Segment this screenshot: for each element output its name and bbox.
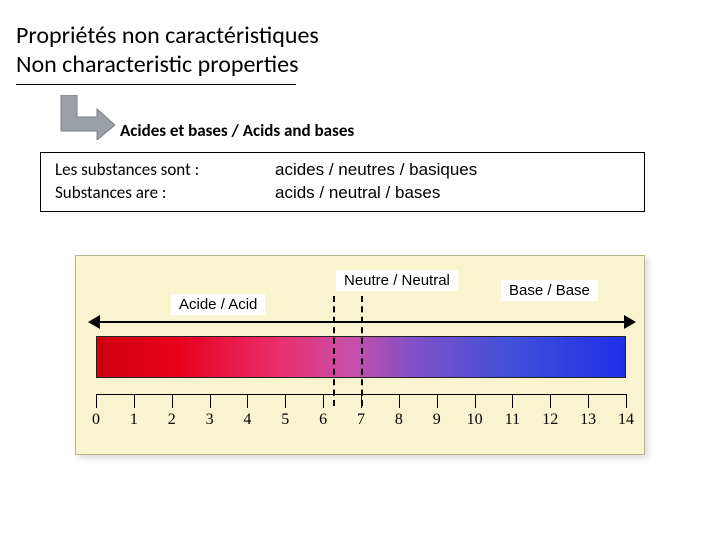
tick-mark: [96, 394, 97, 408]
tick-mark: [475, 394, 476, 408]
title-underline: [16, 84, 296, 85]
tick-mark: [437, 394, 438, 408]
box-value-en: acids / neutral / bases: [275, 182, 630, 205]
tick-mark: [512, 394, 513, 408]
tick-label: 12: [542, 411, 558, 429]
tick-mark: [285, 394, 286, 408]
label-acid: Acide / Acid: [171, 294, 265, 315]
substances-box: Les substances sont : acides / neutres /…: [40, 152, 645, 212]
tick-label: 2: [168, 411, 176, 429]
tick-mark: [588, 394, 589, 408]
label-base: Base / Base: [501, 280, 598, 301]
box-label-fr: Les substances sont :: [55, 159, 275, 182]
tick-label: 14: [618, 411, 634, 429]
box-row: Les substances sont : acides / neutres /…: [55, 159, 630, 182]
tick-label: 8: [395, 411, 403, 429]
title-line-fr: Propriétés non caractéristiques: [16, 22, 319, 51]
tick-mark: [550, 394, 551, 408]
arrow-right-icon: [624, 315, 636, 329]
page-title: Propriétés non caractéristiques Non char…: [16, 22, 319, 80]
tick-mark: [210, 394, 211, 408]
tick-label: 5: [281, 411, 289, 429]
tick-mark: [134, 394, 135, 408]
label-neutral: Neutre / Neutral: [336, 270, 458, 291]
box-value-fr: acides / neutres / basiques: [275, 159, 630, 182]
title-line-en: Non characteristic properties: [16, 51, 319, 80]
tick-label: 11: [505, 411, 520, 429]
box-row: Substances are : acids / neutral / bases: [55, 182, 630, 205]
tick-label: 10: [467, 411, 483, 429]
bent-arrow-icon: [55, 95, 115, 140]
tick-label: 13: [580, 411, 596, 429]
tick-label: 6: [319, 411, 327, 429]
ph-scale-card: Neutre / Neutral Acide / Acid Base / Bas…: [75, 255, 645, 455]
tick-label: 7: [357, 411, 365, 429]
tick-label: 4: [243, 411, 251, 429]
tick-mark: [247, 394, 248, 408]
tick-label: 9: [433, 411, 441, 429]
tick-mark: [172, 394, 173, 408]
neutral-dash-marker: [333, 296, 335, 406]
subtitle: Acides et bases / Acids and bases: [120, 120, 354, 141]
box-label-en: Substances are :: [55, 182, 275, 205]
tick-mark: [323, 394, 324, 408]
tick-mark: [626, 394, 627, 408]
tick-label: 1: [130, 411, 138, 429]
tick-mark: [399, 394, 400, 408]
tick-label: 0: [92, 411, 100, 429]
tick-label: 3: [206, 411, 214, 429]
neutral-dash-marker: [361, 296, 363, 406]
